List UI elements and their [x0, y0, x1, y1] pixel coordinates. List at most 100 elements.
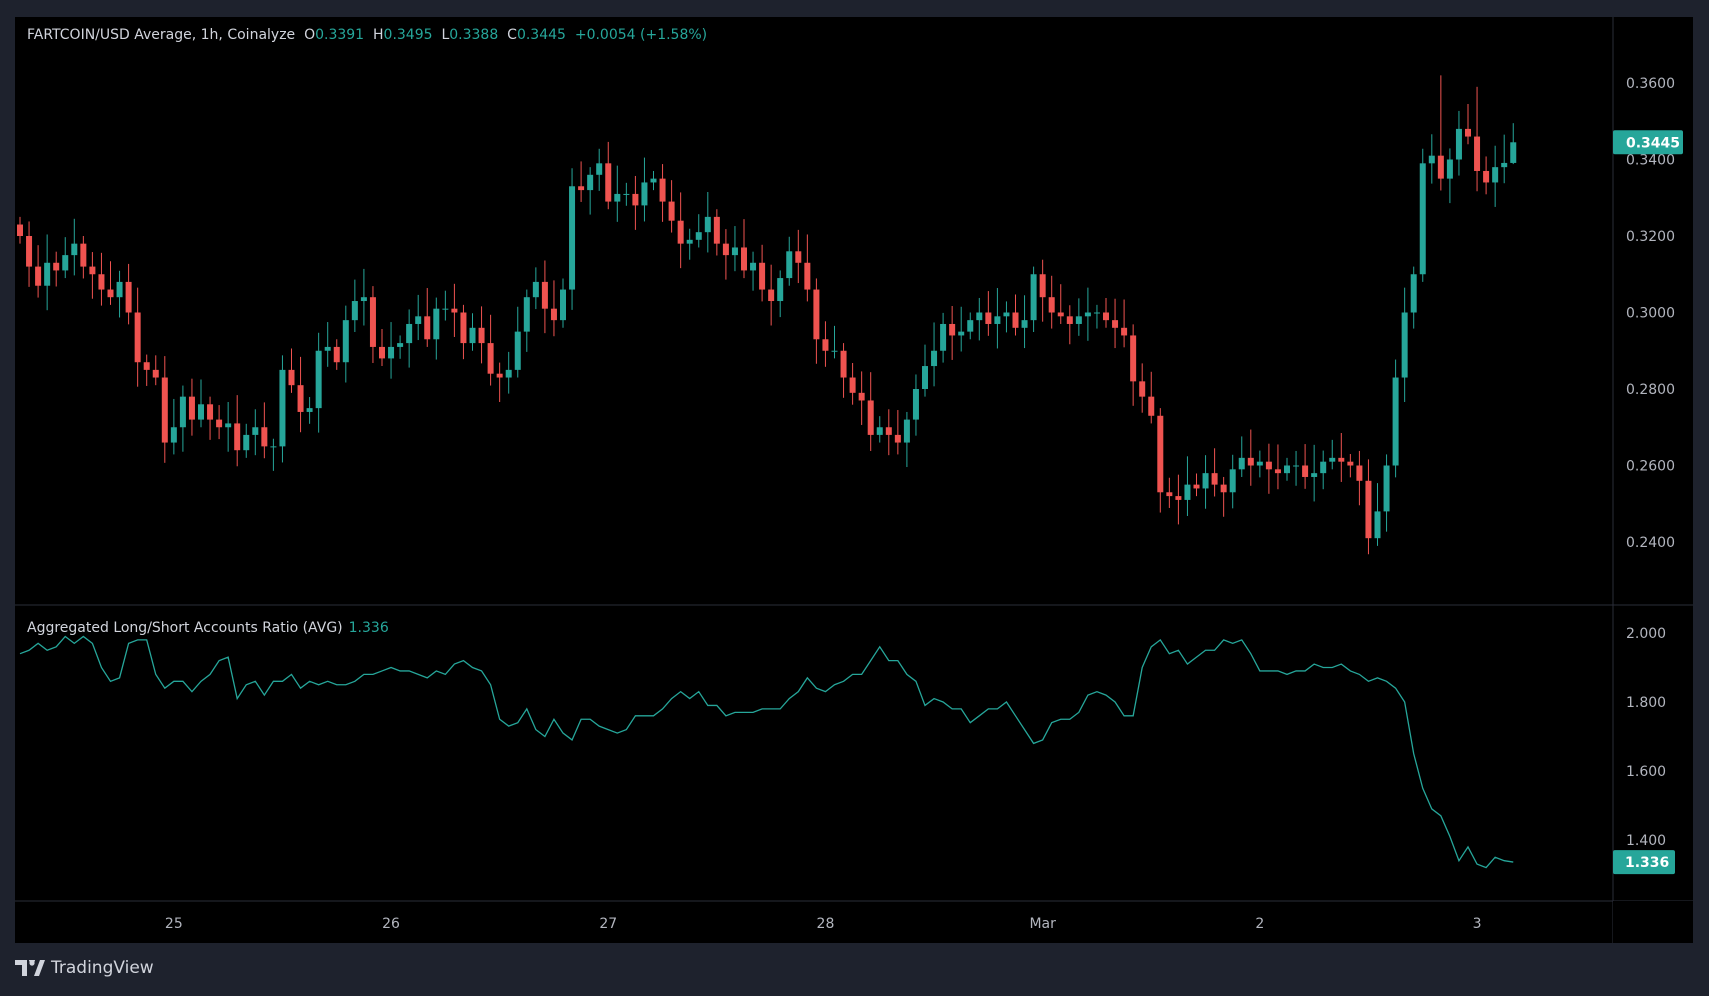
- candle-body: [1084, 312, 1091, 317]
- candle-body: [496, 373, 503, 378]
- candle-body: [1184, 484, 1191, 500]
- close-label: C: [507, 27, 517, 43]
- candle-body: [288, 369, 295, 386]
- candle-body: [550, 308, 557, 321]
- candle-body: [940, 323, 947, 351]
- candle-body: [451, 308, 458, 313]
- candle-body: [1510, 142, 1517, 163]
- candle-body: [134, 312, 141, 363]
- chart-canvas[interactable]: 0.3600 0.3400 0.3200 0.3000 0.2800 0.2600 0.24…: [15, 17, 1693, 943]
- high-value: 0.3495: [383, 27, 433, 43]
- candle-body: [677, 220, 684, 244]
- last-price-label: 0.3445: [1626, 135, 1680, 151]
- candle-body: [261, 427, 268, 447]
- indicator-legend: Aggregated Long/Short Accounts Ratio (AV…: [27, 620, 389, 636]
- candle-body: [1130, 335, 1137, 382]
- candle-body: [632, 193, 639, 206]
- candle-body: [388, 346, 395, 359]
- candle-body: [1284, 465, 1290, 474]
- candle-body: [722, 243, 729, 256]
- candle-body: [505, 369, 512, 378]
- candle-body: [1446, 159, 1453, 179]
- brand-name: TradingView: [51, 958, 154, 978]
- candle-body: [1311, 473, 1318, 477]
- candle-body: [831, 350, 838, 352]
- candle-body: [1021, 320, 1028, 328]
- candle-body: [360, 297, 367, 302]
- candle-body: [1392, 377, 1399, 466]
- candle-body: [98, 274, 105, 290]
- symbol-title[interactable]: FARTCOIN/USD Average, 1h, Coinalyze: [27, 27, 296, 43]
- candle-body: [759, 262, 766, 290]
- price-axis-tick: 0.3400: [1626, 153, 1675, 169]
- candle-body: [985, 312, 992, 324]
- candle-body: [107, 289, 114, 298]
- candle-body: [1474, 136, 1481, 171]
- candle-body: [840, 350, 847, 378]
- candle-body: [1157, 415, 1164, 493]
- indicator-axis-tick: 1.600: [1626, 764, 1666, 780]
- low-value: 0.3388: [449, 27, 499, 43]
- candle-body: [1229, 469, 1236, 493]
- candle-body: [1455, 128, 1462, 160]
- ratio-line: [19, 635, 1514, 869]
- candle-body: [532, 281, 539, 298]
- candle-body: [1030, 274, 1037, 321]
- candle-body: [1501, 162, 1508, 168]
- candle-body: [415, 316, 422, 324]
- candle-body: [270, 446, 277, 448]
- candle-body: [1093, 312, 1100, 314]
- candle-body: [1320, 461, 1327, 474]
- candle-body: [894, 434, 901, 443]
- candle-body: [949, 323, 956, 336]
- candle-body: [1112, 320, 1119, 328]
- candle-body: [71, 243, 78, 256]
- open-label: O: [304, 27, 316, 43]
- candle-body: [1428, 155, 1435, 164]
- indicator-axis-tick: 2.000: [1626, 626, 1666, 642]
- candle-body: [958, 331, 965, 336]
- candle-body: [741, 247, 747, 271]
- candle-body: [695, 232, 702, 240]
- price-axis-tick: 0.3200: [1626, 229, 1675, 245]
- time-axis-tick: 26: [382, 916, 400, 932]
- indicator-title[interactable]: Aggregated Long/Short Accounts Ratio (AV…: [27, 620, 343, 636]
- candle-body: [858, 392, 865, 401]
- candle-body: [1202, 473, 1209, 489]
- candle-body: [243, 434, 250, 451]
- last-price-badge: [1613, 130, 1683, 155]
- candle-body: [614, 193, 621, 202]
- candle-body: [116, 281, 123, 298]
- chart-frame[interactable]: 0.3600 0.3400 0.3200 0.3000 0.2800 0.2600 0.24…: [15, 17, 1693, 943]
- candle-body: [1175, 496, 1182, 500]
- candle-body: [1419, 163, 1426, 275]
- tradingview-logo[interactable]: TradingView: [15, 958, 154, 978]
- candle-body: [460, 312, 467, 344]
- candle-body: [1048, 297, 1055, 313]
- candle-body: [1256, 461, 1263, 466]
- candle-body: [379, 346, 385, 359]
- candle-body: [713, 216, 720, 244]
- candle-body: [216, 419, 223, 428]
- candle-body: [179, 396, 186, 428]
- candle-body: [1338, 457, 1345, 462]
- candle-body: [804, 262, 811, 290]
- indicator-value: 1.336: [348, 620, 389, 636]
- candle-body: [469, 327, 476, 344]
- candle-body: [17, 224, 23, 236]
- last-ratio-badge: [1613, 850, 1675, 875]
- candle-body: [1238, 457, 1245, 470]
- candle-body: [225, 423, 232, 428]
- candle-body: [731, 247, 738, 256]
- candle-body: [587, 174, 594, 191]
- candle-body: [161, 377, 168, 443]
- candle-body: [1410, 274, 1417, 313]
- candle-body: [822, 339, 829, 351]
- candle-body: [659, 178, 666, 202]
- candle-body: [1247, 457, 1254, 466]
- candle-body: [704, 216, 711, 233]
- candle-body: [369, 297, 376, 347]
- candle-body: [252, 427, 259, 435]
- candle-body: [315, 350, 322, 409]
- candle-body: [80, 243, 87, 267]
